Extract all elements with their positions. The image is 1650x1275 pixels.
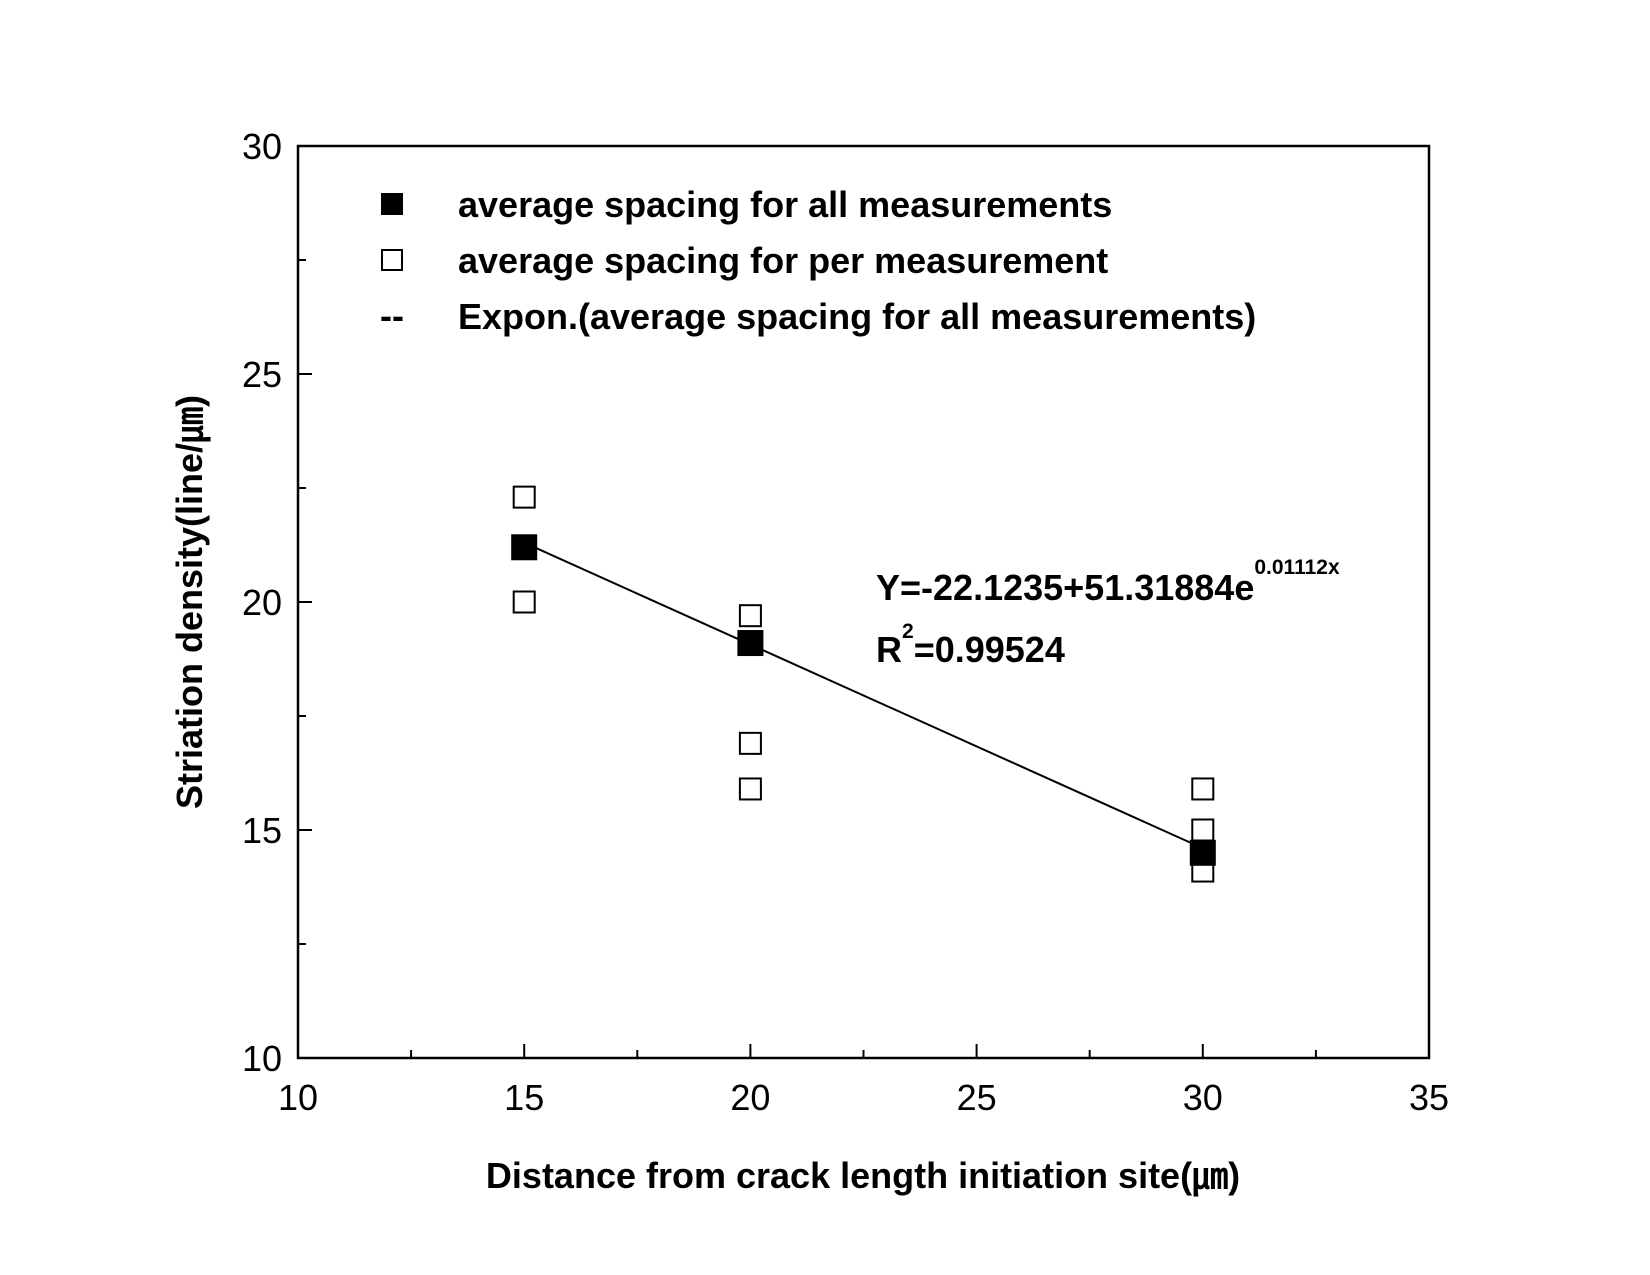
marker	[1191, 777, 1215, 801]
exponent: 0.01112x	[1254, 556, 1340, 579]
x-tick-label: 30	[1183, 1077, 1223, 1118]
marker	[512, 485, 536, 509]
x-tick-label: 35	[1409, 1077, 1449, 1118]
legend-label: Expon.(average spacing for all measureme…	[458, 296, 1256, 337]
y-tick-label: 30	[242, 126, 282, 167]
x-tick-label: 20	[730, 1077, 770, 1118]
marker	[512, 590, 536, 614]
plot-frame	[296, 144, 1431, 1060]
x-axis-label: Distance from crack length initiation si…	[486, 1155, 1240, 1197]
marker	[737, 630, 764, 657]
marker	[738, 731, 762, 755]
legend-symbol: --	[380, 295, 404, 336]
annotation: R2=0.99524	[876, 620, 1065, 670]
equation: Y=-22.1235+51.31884e	[876, 567, 1254, 608]
r-value: =0.99524	[914, 629, 1065, 670]
marker	[1189, 839, 1216, 866]
x-tick-label: 15	[504, 1077, 544, 1118]
legend-symbol	[381, 249, 403, 271]
marker	[738, 777, 762, 801]
x-tick-label: 25	[957, 1077, 997, 1118]
marker	[1191, 818, 1215, 842]
y-tick-label: 25	[242, 354, 282, 395]
r: R	[876, 629, 902, 670]
y-tick-label: 10	[242, 1038, 282, 1079]
legend-label: average spacing for all measurements	[458, 184, 1112, 225]
y-tick-label: 15	[242, 810, 282, 851]
legend-symbol	[381, 193, 403, 215]
r-power: 2	[902, 620, 914, 643]
marker	[511, 534, 538, 561]
marker	[738, 604, 762, 628]
y-axis-label: Striation density(line/㎛)	[169, 395, 211, 809]
legend-label: average spacing for per measurement	[458, 240, 1108, 281]
annotation: Y=-22.1235+51.31884e0.01112x	[876, 556, 1340, 608]
y-tick-label: 20	[242, 582, 282, 623]
fit-line	[523, 541, 1204, 850]
x-tick-label: 10	[278, 1077, 318, 1118]
